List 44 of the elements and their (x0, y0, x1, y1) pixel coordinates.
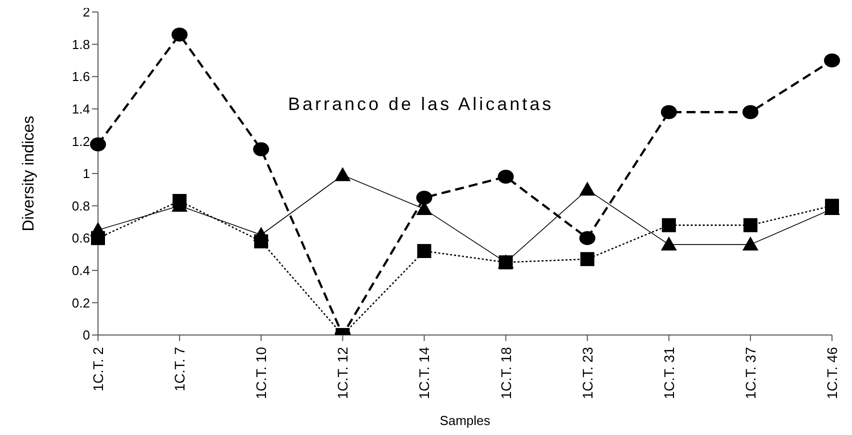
y-tick-label: 0.2 (72, 295, 90, 310)
point (579, 231, 596, 246)
y-tick-label: 0.4 (72, 263, 90, 278)
point (660, 236, 677, 251)
point (579, 182, 596, 196)
x-tick-label: 1C.T. 23 (579, 346, 596, 400)
point (254, 234, 268, 248)
y-tick-label: 0.8 (72, 198, 90, 214)
point (743, 218, 758, 232)
point (662, 218, 676, 232)
point (824, 53, 840, 68)
y-tick-label: 1.4 (72, 102, 90, 117)
point (91, 231, 105, 246)
point (498, 170, 514, 184)
y-axis-title: Diversity indices (20, 116, 38, 232)
y-tick-label: 1.6 (72, 69, 90, 84)
point (172, 194, 187, 208)
y-tick-label: 0 (82, 328, 90, 343)
x-tick-label: 1C.T. 10 (253, 346, 270, 400)
x-axis-title: Samples (440, 413, 491, 428)
point (660, 105, 677, 120)
point (742, 236, 758, 251)
point (417, 244, 432, 258)
y-tick-label: 1.2 (72, 134, 90, 149)
x-tick-label: 1C.T. 37 (742, 346, 758, 400)
point (334, 167, 351, 182)
y-tick-label: 0.6 (72, 230, 90, 246)
text: Barranco de las Alicantas (288, 94, 554, 115)
y-tick-label: 1 (82, 166, 90, 182)
x-tick-label: 1C.T. 12 (334, 346, 351, 400)
point (416, 190, 432, 205)
y-tick-label: 1.8 (72, 36, 90, 52)
point (580, 252, 594, 266)
x-tick-label: 1C.T. 46 (824, 346, 840, 400)
point (825, 198, 839, 213)
point (172, 28, 188, 42)
x-tick-label: 1C.T. 31 (660, 346, 677, 400)
x-tick-label: 1C.T. 7 (172, 346, 188, 392)
x-tick-label: 1C.T. 2 (90, 346, 106, 392)
point (253, 142, 270, 156)
x-tick-label: 1C.T. 14 (416, 346, 432, 400)
point (90, 137, 106, 152)
x-tick-label: 1C.T. 18 (498, 346, 514, 400)
point (742, 105, 758, 120)
